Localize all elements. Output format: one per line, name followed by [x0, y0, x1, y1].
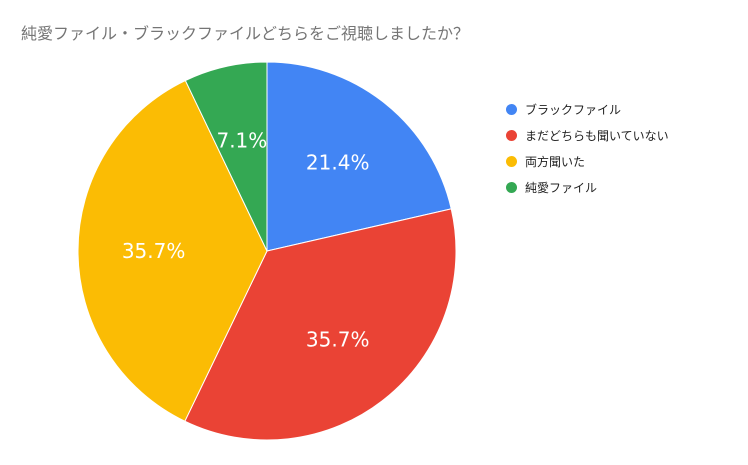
- pie-slice-4: [184, 61, 268, 252]
- pie-data-label-2: 35.7%: [306, 328, 370, 352]
- pie-slice-3: [77, 79, 268, 422]
- legend-label: 純愛ファイル: [525, 180, 598, 195]
- legend-label: 両方聞いた: [525, 154, 586, 169]
- pie-slice-1: [266, 61, 452, 252]
- pie-slice-2: [184, 208, 457, 441]
- chart-title: 純愛ファイル・ブラックファイルどちらをご視聴しましたか？: [21, 24, 470, 43]
- legend-label: まだどちらも聞いていない: [525, 128, 669, 143]
- legend-item-2: まだどちらも聞いていない: [506, 122, 669, 148]
- pie-data-label-4: 7.1%: [216, 128, 267, 152]
- legend-swatch: [506, 181, 517, 193]
- pie-data-label-1: 21.4%: [306, 150, 370, 174]
- legend-swatch: [506, 129, 517, 141]
- legend-label: ブラックファイル: [525, 102, 622, 117]
- legend-item-4: 純愛ファイル: [506, 174, 669, 200]
- legend-item-3: 両方聞いた: [506, 148, 669, 174]
- legend-swatch: [506, 103, 517, 115]
- legend-swatch: [506, 155, 517, 167]
- legend: ブラックファイルまだどちらも聞いていない 両方聞いた純愛ファイル: [506, 96, 669, 200]
- legend-item-1: ブラックファイル: [506, 96, 669, 122]
- pie-data-label-3: 35.7%: [122, 239, 186, 263]
